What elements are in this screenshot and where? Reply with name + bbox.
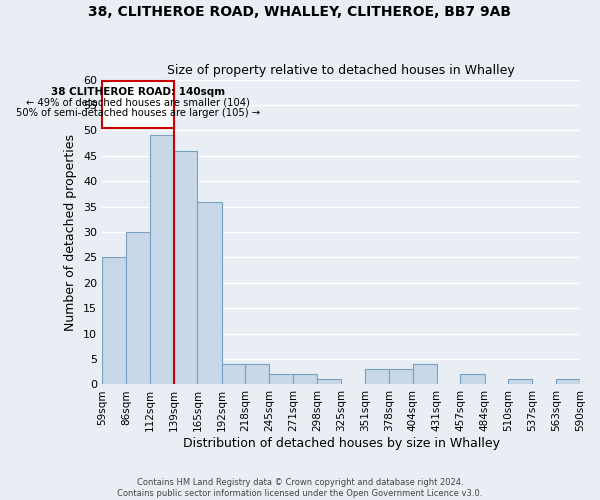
Bar xyxy=(245,364,269,384)
Bar xyxy=(460,374,485,384)
Bar xyxy=(317,380,341,384)
Text: 50% of semi-detached houses are larger (105) →: 50% of semi-detached houses are larger (… xyxy=(16,108,260,118)
Bar xyxy=(413,364,437,384)
Title: Size of property relative to detached houses in Whalley: Size of property relative to detached ho… xyxy=(167,64,515,77)
Text: 38 CLITHEROE ROAD: 140sqm: 38 CLITHEROE ROAD: 140sqm xyxy=(51,86,225,97)
Bar xyxy=(222,364,245,384)
Bar xyxy=(556,380,580,384)
FancyBboxPatch shape xyxy=(102,80,174,128)
Bar xyxy=(102,258,127,384)
Bar xyxy=(269,374,293,384)
Bar xyxy=(508,380,532,384)
Bar xyxy=(293,374,317,384)
Y-axis label: Number of detached properties: Number of detached properties xyxy=(64,134,77,330)
X-axis label: Distribution of detached houses by size in Whalley: Distribution of detached houses by size … xyxy=(182,437,500,450)
Text: Contains HM Land Registry data © Crown copyright and database right 2024.
Contai: Contains HM Land Registry data © Crown c… xyxy=(118,478,482,498)
Bar xyxy=(389,369,413,384)
Bar xyxy=(365,369,389,384)
Bar xyxy=(197,202,222,384)
Bar xyxy=(127,232,150,384)
Bar xyxy=(150,136,174,384)
Text: ← 49% of detached houses are smaller (104): ← 49% of detached houses are smaller (10… xyxy=(26,98,250,108)
Text: 38, CLITHEROE ROAD, WHALLEY, CLITHEROE, BB7 9AB: 38, CLITHEROE ROAD, WHALLEY, CLITHEROE, … xyxy=(89,5,511,19)
Bar xyxy=(174,150,197,384)
